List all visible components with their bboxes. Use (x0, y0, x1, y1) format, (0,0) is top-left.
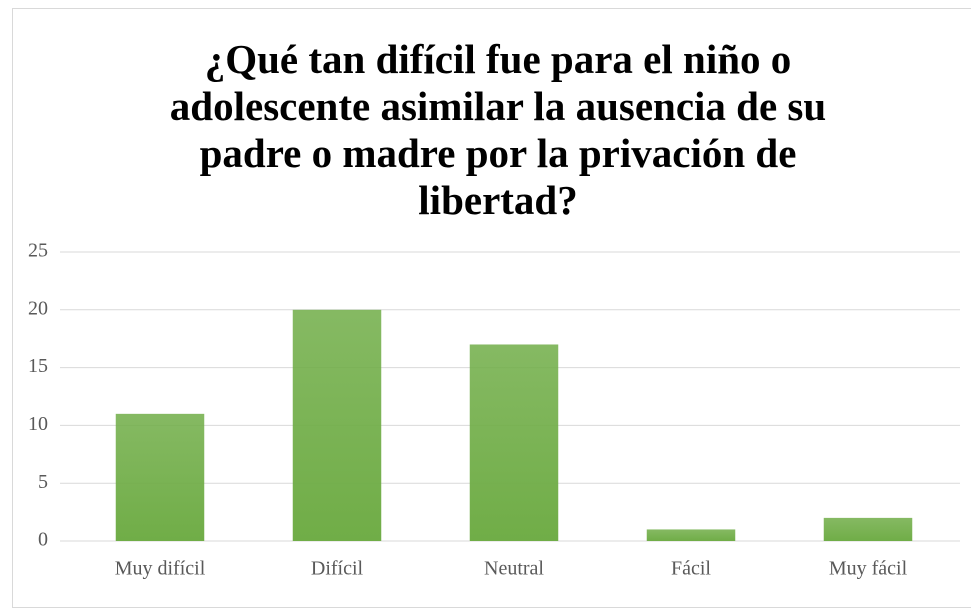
bar (292, 309, 382, 541)
bar (469, 344, 559, 541)
x-tick-label: Difícil (311, 558, 364, 580)
y-tick-label: 5 (38, 471, 48, 493)
y-tick-label: 10 (28, 413, 48, 435)
page: ¿Qué tan difícil fue para el niño o adol… (12, 8, 971, 608)
chart-title: ¿Qué tan difícil fue para el niño o adol… (169, 36, 827, 223)
chart: 0 5 10 15 20 25 Muy difícil Difícil Neutral Fácil… (28, 240, 960, 580)
x-tick-label: Neutral (484, 558, 544, 580)
x-tick-label: Fácil (671, 558, 711, 580)
x-tick-label: Muy difícil (115, 558, 206, 580)
y-tick-label: 25 (28, 240, 48, 262)
y-tick-label: 20 (28, 297, 48, 319)
y-tick-label: 15 (28, 355, 48, 377)
bar (115, 413, 205, 541)
bar (646, 529, 736, 541)
y-tick-label: 0 (38, 529, 48, 551)
x-tick-label: Muy fácil (829, 558, 908, 580)
bar (823, 517, 913, 541)
